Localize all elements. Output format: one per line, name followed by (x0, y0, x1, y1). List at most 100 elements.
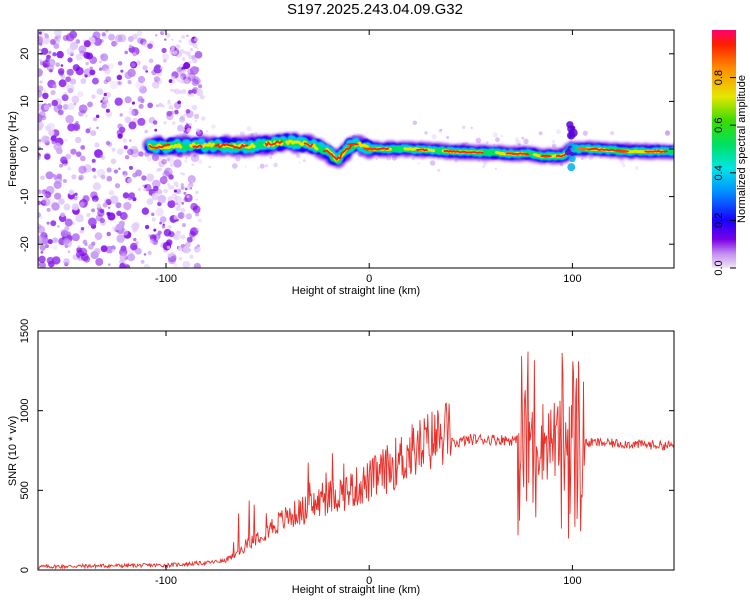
spectrogram-noise-blob (132, 227, 137, 233)
colorbar-tick-label: 0.0 (713, 260, 725, 275)
spectrogram-noise-blob (475, 137, 482, 144)
spectrogram-noise-blob (165, 33, 171, 39)
spectrogram-noise-blob (150, 125, 154, 128)
spectrogram-noise-blob (74, 192, 78, 196)
spectrogram-noise-blob (175, 44, 181, 50)
spectrogram-noise-blob (174, 197, 178, 201)
spectrogram-noise-blob (128, 196, 133, 201)
spectrogram-noise-blob (152, 120, 158, 125)
spectrogram-noise-blob (163, 58, 167, 63)
spectrogram-noise-blob (619, 158, 625, 164)
spectrogram-noise-blob (161, 225, 166, 229)
spectrogram-noise-blob (114, 97, 123, 106)
spectrogram-ridge (142, 121, 674, 172)
snr-xtick-label: 0 (366, 575, 372, 587)
spectrogram-noise-blob (256, 167, 260, 170)
spectrogram-noise-blob (93, 247, 101, 255)
spectrogram-noise-blob (53, 180, 62, 189)
spectrogram-noise-blob (159, 216, 167, 223)
spectrogram-noise-blob (75, 195, 79, 199)
snr-ytick-label: 0 (19, 567, 31, 573)
spectrogram-noise-blob (132, 221, 140, 229)
spectrogram-noise-blob (119, 126, 126, 133)
spectrogram-noise-blob (138, 103, 144, 109)
spectrogram-noise-blob (186, 185, 192, 190)
spectrogram-noise-blob (235, 156, 241, 162)
spectrogram-noise-blob (50, 135, 57, 142)
spectrogram-noise-blob (110, 158, 117, 165)
spectrogram-noise-blob (184, 187, 188, 191)
spectrogram-noise-blob (161, 104, 165, 108)
spectrogram-noise-blob (162, 241, 172, 251)
spectrogram-noise-blob (181, 57, 186, 61)
spectrogram-noise-blob (75, 39, 81, 44)
snr-frame (37, 330, 675, 571)
spectrogram-noise-blob (51, 99, 59, 107)
spectrogram-noise-blob (144, 129, 148, 134)
spectrogram-noise-blob (117, 34, 127, 43)
spectrogram-noise-blob (106, 167, 112, 173)
spectrogram-noise-blob (83, 255, 91, 263)
spectrogram-noise-blob (43, 104, 50, 111)
spectrogram-noise-blob (141, 175, 147, 181)
spectrogram-noise (38, 30, 671, 268)
spectrogram-peak (576, 147, 589, 151)
spectrogram-noise-blob (104, 198, 110, 204)
spectrogram-noise-blob (514, 137, 520, 142)
spectrogram-noise-blob (180, 114, 186, 120)
spectrogram-noise-blob (100, 174, 106, 180)
spectrogram-noise-blob (56, 50, 64, 59)
spectrogram-noise-blob (85, 61, 89, 66)
spectrogram-noise-blob (195, 88, 203, 96)
spectrogram-noise-blob (38, 225, 46, 234)
spectrogram-noise-blob (173, 234, 178, 239)
spectrogram-noise-blob (190, 153, 200, 163)
spectrogram-noise-blob (132, 52, 137, 57)
spectrogram-noise-blob (91, 208, 96, 213)
spectrogram-noise-blob (96, 88, 104, 95)
spectrogram-noise-blob (111, 40, 117, 47)
snr-panel: -100 0 100 0 500 1000 1500 Height of straight… (7, 319, 675, 596)
spectrogram-noise-blob (147, 102, 154, 109)
spectrogram-noise-blob (189, 254, 194, 259)
snr-ytick-label: 1000 (19, 398, 31, 422)
spectrogram-noise-blob (47, 58, 56, 67)
spectrogram-noise-blob (57, 109, 64, 116)
spectrogram-ylabel: Frequency (Hz) (7, 111, 19, 187)
spectrogram-noise-blob (495, 137, 500, 143)
spectrogram-noise-blob (157, 194, 167, 204)
spectrogram-noise-blob (114, 34, 123, 43)
spectrogram-noise-blob (103, 79, 109, 85)
spectrogram-noise-blob (196, 244, 200, 248)
spectrogram-noise-blob (69, 30, 78, 39)
colorbar-tick-label: 0.8 (713, 70, 725, 85)
spectrogram-noise-blob (115, 223, 123, 231)
spectrogram-noise-blob (41, 115, 47, 121)
spectrogram-noise-blob (139, 85, 147, 94)
spectrogram-noise-blob (99, 60, 102, 64)
spectrogram-noise-blob (175, 206, 181, 212)
spectrogram-noise-blob (431, 134, 437, 140)
spectrogram-noise-blob (180, 172, 183, 175)
spectrogram-noise-blob (90, 130, 97, 137)
spectrogram-noise-blob (100, 245, 108, 253)
spectrogram-noise-blob (167, 224, 172, 230)
snr-x-ticks: -100 0 100 (155, 331, 582, 587)
spectrogram-noise-blob (128, 121, 137, 130)
spectrogram-noise-blob (38, 145, 42, 151)
spectrogram-noise-blob (190, 202, 198, 211)
spectrogram-noise-blob (187, 68, 194, 75)
spectrogram-noise-blob (94, 142, 100, 148)
snr-xtick-label: 100 (563, 575, 581, 587)
spectrogram-noise-blob (181, 88, 187, 94)
spectrogram-noise-blob (193, 66, 200, 73)
spectrogram-noise-blob (375, 157, 378, 161)
spectrogram-noise-blob (50, 220, 57, 227)
spectrogram-noise-blob (66, 84, 75, 93)
spectrogram-y-ticks: -20 -10 0 10 20 (19, 48, 674, 252)
spectrogram-noise-blob (78, 165, 87, 174)
spectrogram-noise-blob (62, 103, 69, 110)
spectrogram-noise-blob (104, 68, 111, 75)
spectrogram-noise-blob (52, 52, 57, 57)
